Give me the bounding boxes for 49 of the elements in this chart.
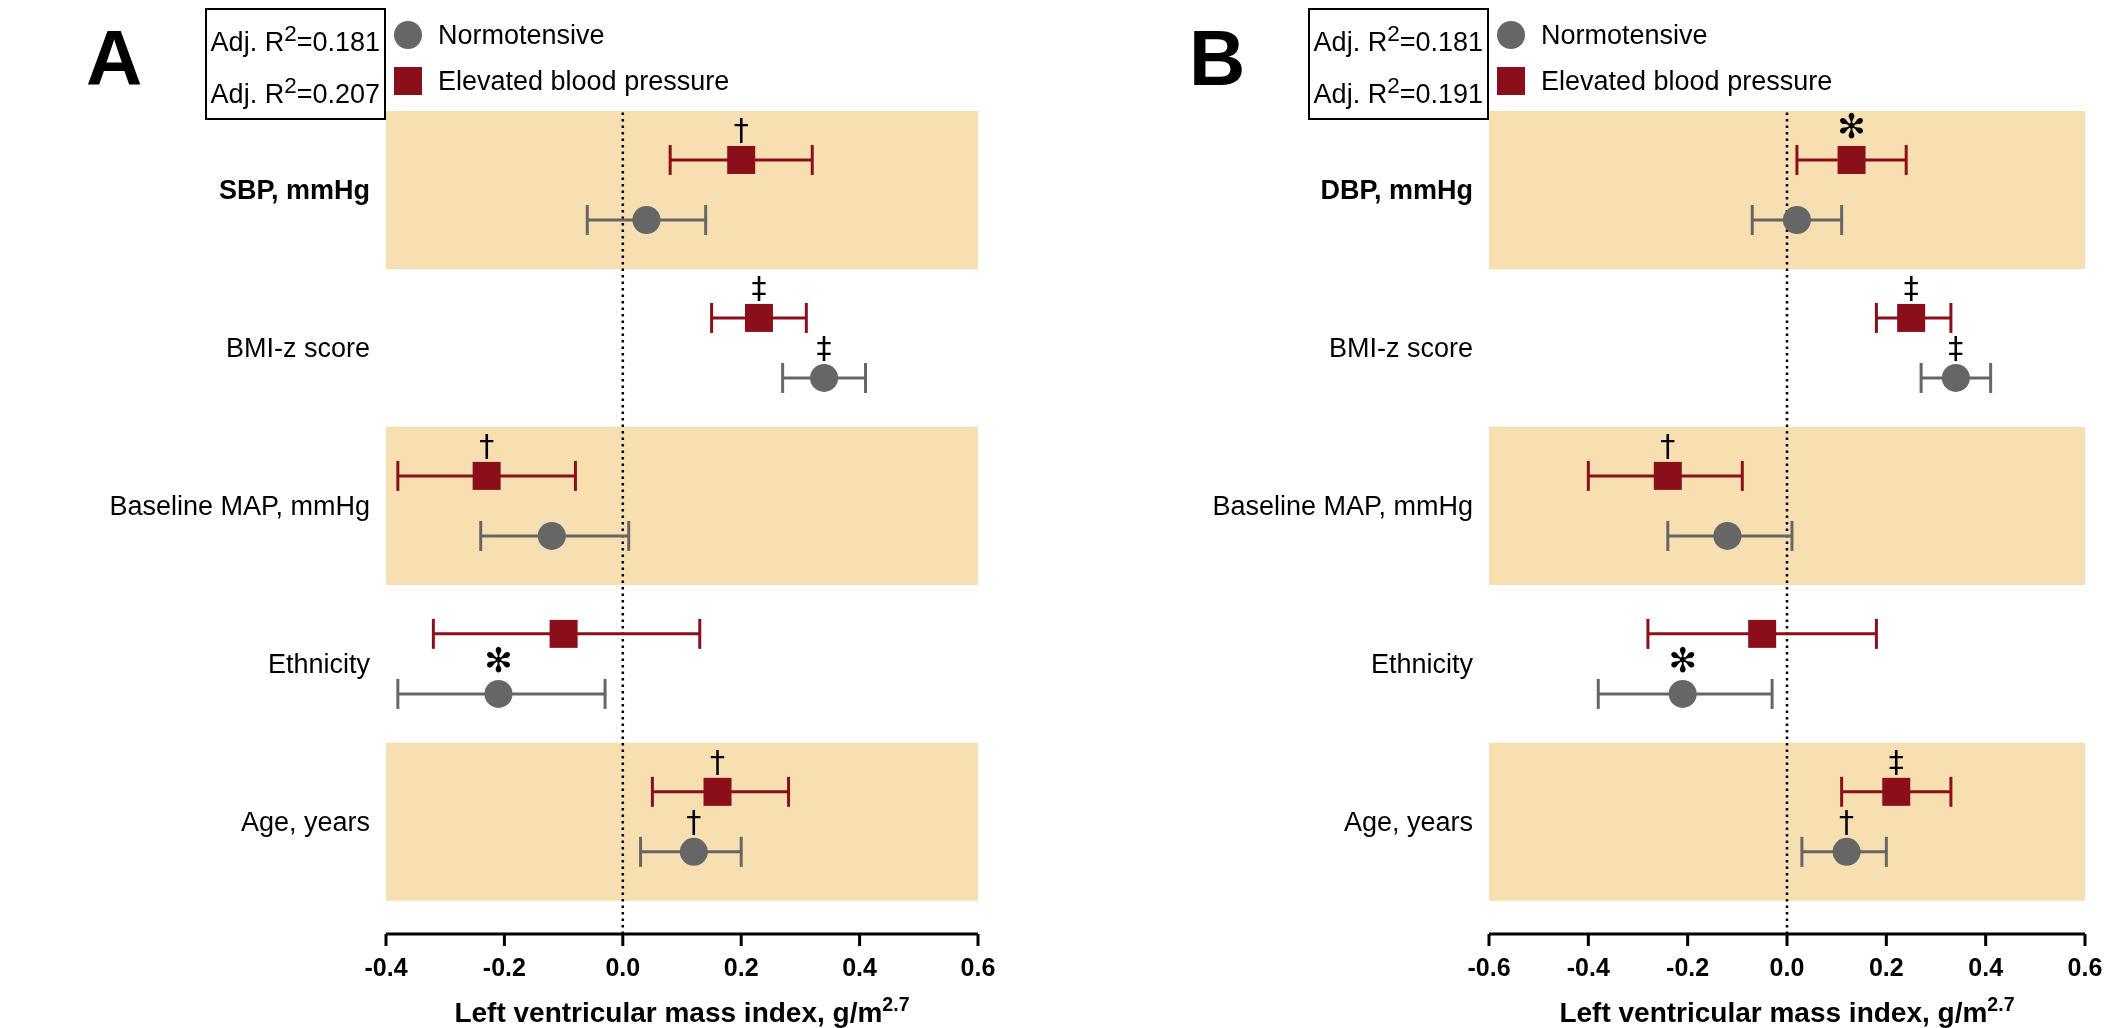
- x-tick-label: 0.6: [960, 953, 996, 981]
- data-label: †: [733, 111, 749, 147]
- legend-label: Normotensive: [1541, 19, 1708, 52]
- y-tick-label: BMI-z score: [1328, 332, 1473, 363]
- y-tick-label: Ethnicity: [267, 648, 371, 679]
- data-label: ✻: [484, 639, 513, 680]
- x-tick-label: -0.2: [482, 953, 526, 981]
- y-tick-label: Age, years: [1343, 806, 1473, 837]
- data-label: ✻: [1837, 105, 1866, 146]
- data-label: ‡: [1903, 269, 1919, 305]
- text: Adj. R$^{2}$=0.191: [1313, 72, 1483, 111]
- data-label: †: [710, 743, 726, 779]
- data-label: ‡: [816, 329, 832, 365]
- x-axis-title: Left ventricular mass index, g/m$^{2.7}$: [454, 993, 910, 1028]
- x-tick-label: 0.4: [1968, 953, 2004, 981]
- x-tick-label: 0.0: [605, 953, 641, 981]
- legend-label: Normotensive: [438, 19, 605, 52]
- x-tick-label: 0.2: [1868, 953, 1904, 981]
- y-tick-label: Ethnicity: [1370, 648, 1474, 679]
- x-tick-label: 0.2: [723, 953, 759, 981]
- chart-title: A: [86, 14, 143, 102]
- data-label: †: [686, 803, 702, 839]
- y-tick-label: Baseline MAP, mmHg: [109, 490, 370, 521]
- x-tick-label: 0.4: [842, 953, 878, 981]
- data-label: ‡: [1888, 743, 1904, 779]
- x-tick-label: 0.0: [1769, 953, 1805, 981]
- data-label: ‡: [751, 269, 767, 305]
- y-tick-label: Baseline MAP, mmHg: [1212, 490, 1473, 521]
- text: Adj. R$^{2}$=0.181: [210, 20, 380, 59]
- text: Adj. R$^{2}$=0.181: [1313, 20, 1483, 59]
- x-tick-label: -0.4: [1566, 953, 1610, 981]
- x-axis-title: Left ventricular mass index, g/m$^{2.7}$: [1559, 993, 2015, 1028]
- data-label: †: [479, 427, 495, 463]
- x-tick-label: -0.2: [1666, 953, 1710, 981]
- y-tick-label: DBP, mmHg: [1320, 174, 1473, 205]
- legend-label: Elevated blood pressure: [438, 65, 730, 98]
- data-label: †: [1839, 803, 1855, 839]
- chart-title: B: [1189, 14, 1246, 102]
- y-tick-label: SBP, mmHg: [218, 174, 370, 205]
- x-tick-label: 0.6: [2067, 953, 2103, 981]
- y-tick-label: BMI-z score: [225, 332, 370, 363]
- text: Adj. R$^{2}$=0.207: [210, 72, 380, 111]
- x-tick-label: -0.6: [1467, 953, 1511, 981]
- x-tick-label: -0.4: [364, 953, 408, 981]
- y-tick-label: Age, years: [240, 806, 370, 837]
- data-label: ‡: [1948, 329, 1964, 365]
- legend-label: Elevated blood pressure: [1541, 65, 1833, 98]
- data-label: †: [1660, 427, 1676, 463]
- data-label: ✻: [1668, 639, 1697, 680]
